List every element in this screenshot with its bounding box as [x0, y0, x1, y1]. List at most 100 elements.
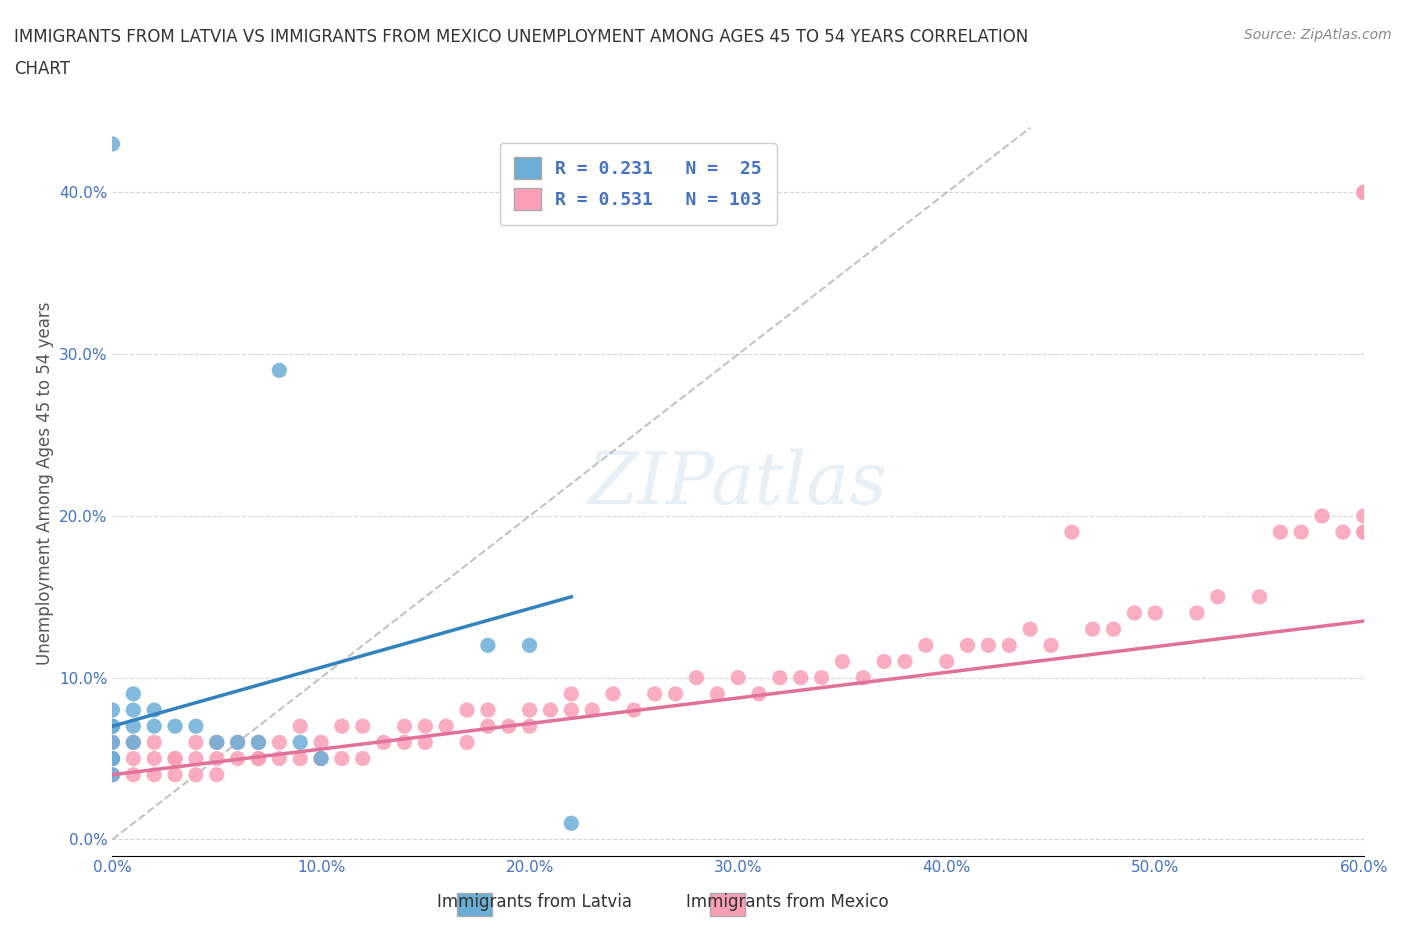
Point — [706, 686, 728, 701]
Point — [269, 751, 291, 766]
Point — [352, 719, 374, 734]
Point — [122, 735, 145, 750]
Point — [894, 654, 917, 669]
Point — [456, 702, 478, 717]
Point — [309, 751, 332, 766]
Point — [373, 735, 395, 750]
Point — [519, 638, 541, 653]
Point — [1102, 622, 1125, 637]
Point — [394, 735, 416, 750]
Point — [623, 702, 645, 717]
Point — [413, 719, 436, 734]
Point — [101, 751, 124, 766]
Point — [1081, 622, 1104, 637]
Point — [665, 686, 688, 701]
Point — [644, 686, 666, 701]
Point — [184, 767, 207, 782]
Point — [748, 686, 770, 701]
Point — [498, 719, 520, 734]
Text: Source: ZipAtlas.com: Source: ZipAtlas.com — [1244, 28, 1392, 42]
Point — [101, 767, 124, 782]
Point — [413, 735, 436, 750]
Point — [290, 719, 312, 734]
Point — [122, 751, 145, 766]
Point — [290, 735, 312, 750]
Point — [727, 671, 749, 685]
Point — [1019, 622, 1042, 637]
Point — [852, 671, 875, 685]
Point — [122, 702, 145, 717]
Point — [831, 654, 853, 669]
Point — [143, 767, 166, 782]
Point — [352, 751, 374, 766]
Point — [330, 751, 353, 766]
Point — [935, 654, 957, 669]
Point — [1353, 185, 1375, 200]
Point — [101, 767, 124, 782]
Point — [122, 686, 145, 701]
Point — [269, 735, 291, 750]
Point — [560, 816, 582, 830]
Point — [956, 638, 979, 653]
Point — [1039, 638, 1063, 653]
Text: CHART: CHART — [14, 60, 70, 78]
Point — [1291, 525, 1313, 539]
Point — [538, 702, 561, 717]
Point — [769, 671, 792, 685]
Text: ZIPatlas: ZIPatlas — [588, 448, 889, 519]
Point — [1206, 590, 1229, 604]
Point — [247, 751, 270, 766]
Point — [143, 719, 166, 734]
Point — [163, 751, 186, 766]
Point — [560, 686, 582, 701]
Point — [1353, 509, 1375, 524]
Point — [101, 137, 124, 152]
Point — [1374, 509, 1396, 524]
Point — [1123, 605, 1146, 620]
Y-axis label: Unemployment Among Ages 45 to 54 years: Unemployment Among Ages 45 to 54 years — [35, 302, 53, 665]
Point — [163, 751, 186, 766]
Point — [977, 638, 1000, 653]
Point — [269, 363, 291, 378]
Point — [101, 735, 124, 750]
Point — [1060, 525, 1083, 539]
Point — [101, 751, 124, 766]
Point — [1331, 525, 1354, 539]
Point — [163, 767, 186, 782]
Legend: R = 0.231   N =  25, R = 0.531   N = 103: R = 0.231 N = 25, R = 0.531 N = 103 — [499, 143, 776, 225]
Point — [226, 735, 249, 750]
Point — [477, 719, 499, 734]
Text: IMMIGRANTS FROM LATVIA VS IMMIGRANTS FROM MEXICO UNEMPLOYMENT AMONG AGES 45 TO 5: IMMIGRANTS FROM LATVIA VS IMMIGRANTS FRO… — [14, 28, 1028, 46]
Point — [101, 702, 124, 717]
Point — [205, 735, 228, 750]
Point — [205, 767, 228, 782]
Point — [143, 702, 166, 717]
Point — [1353, 525, 1375, 539]
Point — [184, 719, 207, 734]
Point — [998, 638, 1021, 653]
Point — [101, 735, 124, 750]
Point — [290, 751, 312, 766]
Point — [205, 751, 228, 766]
Point — [394, 719, 416, 734]
Point — [101, 719, 124, 734]
Point — [122, 719, 145, 734]
Point — [309, 751, 332, 766]
Point — [810, 671, 832, 685]
Point — [122, 735, 145, 750]
Point — [226, 751, 249, 766]
Point — [101, 719, 124, 734]
Point — [143, 735, 166, 750]
Point — [226, 735, 249, 750]
Point — [685, 671, 707, 685]
Point — [101, 751, 124, 766]
Point — [1395, 509, 1406, 524]
Point — [247, 751, 270, 766]
Point — [790, 671, 813, 685]
Point — [477, 702, 499, 717]
Point — [560, 702, 582, 717]
Point — [873, 654, 896, 669]
Point — [184, 751, 207, 766]
Point — [163, 719, 186, 734]
Point — [1353, 185, 1375, 200]
